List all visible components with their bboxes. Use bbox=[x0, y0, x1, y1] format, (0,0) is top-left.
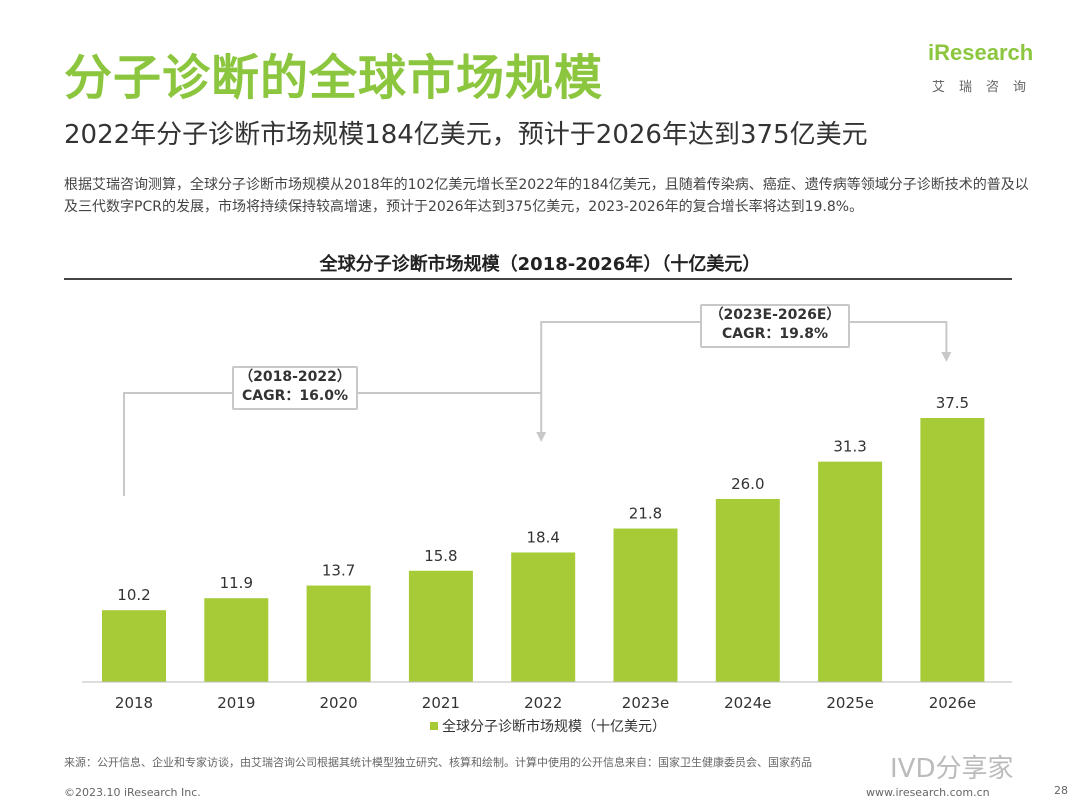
copyright: ©2023.10 iResearch Inc. bbox=[64, 786, 201, 799]
chart-title: 全球分子诊断市场规模（2018-2026年）（十亿美元） bbox=[319, 254, 761, 275]
iresearch-logo: iResearch 艾瑞咨询 bbox=[928, 40, 1048, 100]
value-label-2026e: 37.5 bbox=[936, 394, 969, 412]
bar-2026e bbox=[920, 418, 985, 682]
logo-brand-text: iResearch bbox=[928, 40, 1034, 65]
page-title: 分子诊断的全球市场规模 bbox=[64, 50, 604, 106]
value-label-2020: 13.7 bbox=[322, 562, 355, 580]
source-note: 来源：公开信息、企业和专家访谈，由艾瑞咨询公司根据其统计模型独立研究、核算和绘制… bbox=[64, 756, 812, 769]
chart-title-rule bbox=[64, 278, 1012, 280]
tick-label-2024e: 2024e bbox=[724, 694, 771, 712]
tick-label-2021: 2021 bbox=[422, 694, 460, 712]
logo-cn-text: 艾瑞咨询 bbox=[932, 80, 1041, 95]
bar-2020 bbox=[306, 585, 371, 682]
cagr-arrow-2022 bbox=[536, 432, 547, 442]
value-label-2025e: 31.3 bbox=[833, 438, 866, 456]
bar-2018 bbox=[102, 610, 166, 682]
value-label-2021: 15.8 bbox=[424, 547, 457, 565]
watermark: IVD分享家 bbox=[890, 754, 1014, 784]
value-label-2018: 10.2 bbox=[117, 586, 150, 604]
tick-label-2023e: 2023e bbox=[622, 694, 669, 712]
cagr-value-label: CAGR：16.0% bbox=[242, 388, 348, 404]
bar-2019 bbox=[204, 598, 269, 682]
cagr-period-label: （2018-2022） bbox=[239, 369, 351, 385]
bar-2024e bbox=[715, 498, 780, 682]
value-label-2022: 18.4 bbox=[526, 528, 559, 546]
page-number: 28 bbox=[1054, 784, 1068, 797]
cagr-annotation-2023-2026: （2023E-2026E） CAGR：19.8% bbox=[700, 304, 850, 348]
bar-2023e bbox=[613, 528, 678, 682]
page-subtitle: 2022年分子诊断市场规模184亿美元，预计于2026年达到375亿美元 bbox=[64, 120, 868, 150]
cagr-value-label: CAGR：19.8% bbox=[722, 326, 828, 342]
cagr-annotation-2018-2022: （2018-2022） CAGR：16.0% bbox=[232, 366, 358, 410]
tick-label-2018: 2018 bbox=[115, 694, 153, 712]
bar-2021 bbox=[408, 570, 473, 682]
tick-label-2022: 2022 bbox=[524, 694, 562, 712]
value-label-2019: 11.9 bbox=[220, 574, 253, 592]
description-text: 根据艾瑞咨询测算，全球分子诊断市场规模从2018年的102亿美元增长至2022年… bbox=[64, 177, 1029, 215]
bar-2022 bbox=[511, 552, 576, 682]
tick-label-2026e: 2026e bbox=[929, 694, 976, 712]
legend-swatch bbox=[430, 722, 438, 730]
website-link[interactable]: www.iresearch.com.cn bbox=[866, 786, 990, 799]
tick-label-2019: 2019 bbox=[217, 694, 255, 712]
tick-label-2025e: 2025e bbox=[826, 694, 873, 712]
bar-2025e bbox=[818, 461, 883, 682]
value-label-2024e: 26.0 bbox=[731, 475, 764, 493]
value-label-2023e: 21.8 bbox=[629, 505, 662, 523]
legend-label: 全球分子诊断市场规模（十亿美元） bbox=[442, 718, 666, 735]
tick-label-2020: 2020 bbox=[320, 694, 358, 712]
cagr-period-label: （2023E-2026E） bbox=[709, 307, 841, 323]
cagr-arrow-2026 bbox=[941, 352, 952, 362]
